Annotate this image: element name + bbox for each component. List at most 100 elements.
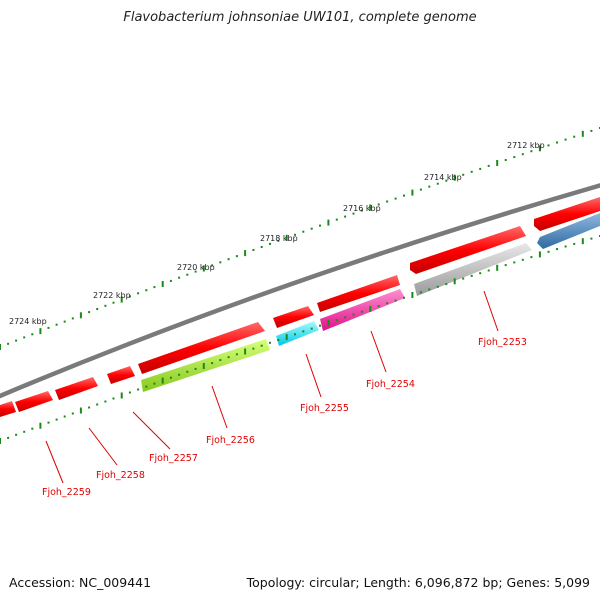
tick-major bbox=[369, 204, 372, 211]
tick-minor bbox=[445, 283, 448, 286]
tick-minor bbox=[219, 261, 222, 264]
tick-minor bbox=[386, 200, 389, 203]
tick-minor bbox=[194, 367, 197, 370]
tick-minor bbox=[513, 156, 516, 159]
tick-minor bbox=[227, 356, 230, 359]
tick-minor bbox=[137, 292, 140, 295]
tick-minor bbox=[564, 138, 567, 141]
gene-arrow-forward bbox=[0, 401, 16, 417]
tick-major bbox=[161, 377, 164, 384]
tick-minor bbox=[112, 301, 115, 304]
kbp-label-2714: 2714 kbp bbox=[424, 173, 462, 182]
kbp-label-2716: 2716 kbp bbox=[343, 204, 381, 213]
tick-minor bbox=[252, 249, 255, 251]
tick-minor bbox=[71, 412, 74, 415]
gene-arrow-forward bbox=[317, 275, 400, 312]
tick-minor bbox=[211, 264, 214, 267]
tick-minor bbox=[360, 310, 363, 313]
tick-major bbox=[39, 422, 42, 429]
tick-minor bbox=[462, 173, 465, 176]
tick-major bbox=[327, 319, 330, 326]
tick-minor bbox=[504, 159, 507, 161]
tick-minor bbox=[547, 250, 550, 253]
gene-label-fjoh-2253: Fjoh_2253 bbox=[478, 337, 527, 348]
tick-minor bbox=[352, 313, 355, 316]
tick-minor bbox=[153, 286, 156, 289]
gene-label-fjoh-2258: Fjoh_2258 bbox=[96, 470, 145, 481]
tick-minor bbox=[428, 288, 431, 291]
tick-minor bbox=[487, 269, 490, 272]
tick-major bbox=[244, 250, 247, 257]
tick-minor bbox=[360, 209, 363, 212]
tick-minor bbox=[47, 421, 50, 424]
tick-minor bbox=[88, 406, 91, 409]
tick-minor bbox=[310, 227, 313, 230]
tick-minor bbox=[344, 215, 347, 218]
gene-label-fjoh-2257: Fjoh_2257 bbox=[149, 453, 198, 464]
tick-minor bbox=[169, 279, 172, 282]
tick-minor bbox=[344, 316, 347, 319]
accession-text: Accession: NC_009441 bbox=[9, 575, 152, 590]
tick-minor bbox=[530, 256, 533, 259]
tick-minor bbox=[7, 342, 10, 345]
tick-minor bbox=[335, 319, 338, 322]
tick-minor bbox=[504, 264, 507, 267]
tick-minor bbox=[15, 433, 18, 436]
tick-minor bbox=[63, 320, 66, 323]
tick-minor bbox=[96, 403, 99, 406]
tick-minor bbox=[252, 347, 255, 350]
tick-minor bbox=[169, 376, 172, 379]
tick-major bbox=[79, 312, 82, 319]
tick-minor bbox=[403, 194, 405, 197]
tick-minor bbox=[47, 326, 50, 329]
tick-minor bbox=[530, 150, 533, 153]
tick-minor bbox=[55, 323, 58, 326]
kbp-label-2720: 2720 kbp bbox=[177, 263, 215, 272]
tick-minor bbox=[377, 305, 380, 308]
tick-major bbox=[161, 281, 164, 287]
tick-minor bbox=[112, 397, 115, 400]
tick-minor bbox=[31, 427, 34, 430]
reverse-strand-genes bbox=[141, 213, 600, 392]
kbp-labels: 2712 kbp 2714 kbp 2716 kbp 2718 kbp 2720… bbox=[9, 141, 545, 326]
tick-minor bbox=[186, 273, 189, 276]
gene-arrow-forward bbox=[55, 377, 98, 400]
tick-minor bbox=[513, 261, 516, 264]
tick-minor bbox=[186, 370, 189, 373]
tick-minor bbox=[310, 327, 313, 330]
tick-minor bbox=[178, 276, 181, 279]
tick-minor bbox=[23, 336, 26, 339]
tick-minor bbox=[428, 185, 431, 188]
tick-major bbox=[120, 296, 123, 303]
gene-arrow-blue bbox=[537, 213, 600, 249]
tick-minor bbox=[7, 436, 10, 439]
gene-arrow-forward bbox=[273, 306, 314, 328]
tick-major bbox=[538, 145, 541, 152]
tick-major bbox=[411, 292, 414, 298]
gene-label-fjoh-2256: Fjoh_2256 bbox=[206, 435, 255, 446]
tick-major bbox=[79, 407, 82, 414]
tick-minor bbox=[352, 212, 355, 215]
gene-label-fjoh-2254: Fjoh_2254 bbox=[366, 379, 415, 390]
tick-major bbox=[244, 348, 247, 355]
tick-minor bbox=[269, 242, 271, 245]
genome-summary-text: Topology: circular; Length: 6,096,872 bp… bbox=[246, 575, 590, 590]
tick-minor bbox=[88, 311, 91, 314]
gene-leader-lines bbox=[45, 290, 499, 484]
tick-major bbox=[453, 174, 456, 181]
tick-minor bbox=[470, 170, 473, 173]
tick-major bbox=[327, 219, 330, 226]
tick-minor bbox=[104, 400, 107, 403]
tick-major bbox=[0, 344, 1, 350]
tick-minor bbox=[211, 362, 214, 365]
tick-major bbox=[538, 251, 541, 258]
tick-minor bbox=[96, 308, 99, 310]
gene-arrow-fjoh-2256 bbox=[141, 339, 270, 392]
gene-arrow-forward bbox=[410, 226, 526, 274]
gene-arrow-fjoh-2253 bbox=[414, 243, 532, 296]
tick-minor bbox=[386, 302, 389, 305]
tick-minor bbox=[419, 188, 422, 191]
tick-minor bbox=[419, 291, 422, 294]
kbp-label-2718: 2718 kbp bbox=[260, 234, 298, 243]
